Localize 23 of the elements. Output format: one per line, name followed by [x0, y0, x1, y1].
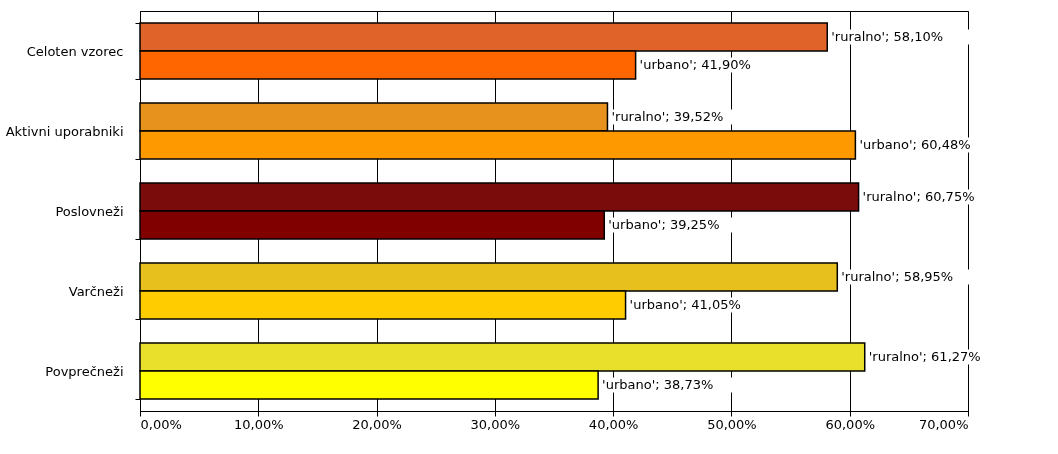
data-label: 'ruralno'; 58,10% — [831, 29, 944, 44]
x-tick-label: 70,00% — [918, 416, 969, 432]
x-tick-label: 20,00% — [352, 416, 402, 432]
y-tick-label: Varčneži — [68, 283, 124, 299]
data-label: 'ruralno'; 60,75% — [862, 189, 975, 204]
x-tick-label: 10,00% — [234, 416, 284, 432]
data-label: 'urbano'; 60,48% — [859, 137, 971, 152]
data-label: 'urbano'; 38,73% — [602, 377, 714, 392]
x-tick-label: 50,00% — [707, 416, 757, 432]
x-tick-label: 60,00% — [825, 416, 875, 432]
y-tick-label: Celoten vzorec — [26, 43, 124, 59]
data-label: 'ruralno'; 61,27% — [868, 349, 981, 364]
data-label: 'urbano'; 41,90% — [639, 57, 751, 72]
x-tick-label: 40,00% — [588, 416, 639, 432]
y-tick-label: Povprečneži — [45, 363, 124, 379]
data-label: 'urbano'; 39,25% — [608, 217, 720, 232]
x-tick-label: 0,00% — [140, 416, 182, 432]
y-tick-label: Aktivni uporabniki — [5, 123, 124, 139]
y-tick-label: Poslovneži — [55, 203, 124, 219]
x-tick-label: 30,00% — [470, 416, 521, 432]
data-label: 'ruralno'; 39,52% — [611, 109, 724, 124]
data-label: 'ruralno'; 58,95% — [841, 269, 954, 284]
data-label: 'urbano'; 41,05% — [629, 297, 741, 312]
